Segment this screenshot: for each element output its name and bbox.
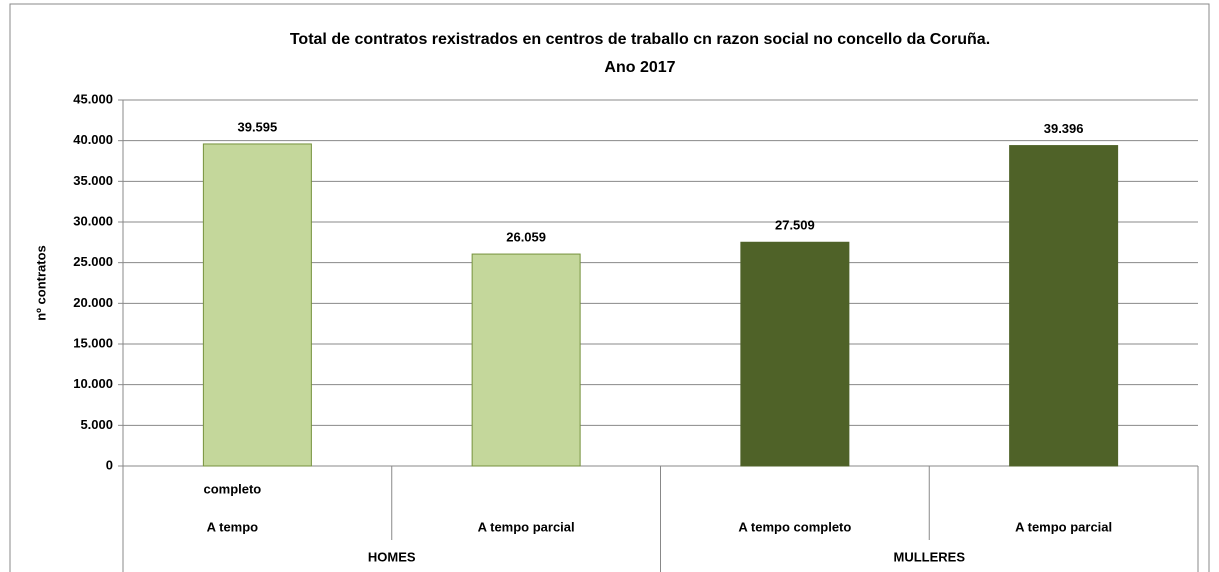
group-label: HOMES bbox=[368, 549, 416, 564]
y-tick-label: 0 bbox=[106, 457, 113, 472]
y-tick-label: 20.000 bbox=[73, 295, 113, 310]
chart-title: Total de contratos rexistrados en centro… bbox=[290, 31, 990, 48]
x-tick-label: completo bbox=[203, 481, 261, 496]
data-label: 26.059 bbox=[506, 229, 546, 244]
group-label: MULLERES bbox=[894, 549, 966, 564]
x-tick-label: A tempo bbox=[207, 519, 259, 534]
chart-title: Ano 2017 bbox=[604, 59, 675, 76]
x-tick-label: A tempo completo bbox=[738, 519, 851, 534]
x-tick-label: A tempo parcial bbox=[1015, 519, 1112, 534]
data-label: 27.509 bbox=[775, 218, 815, 233]
data-label: 39.595 bbox=[237, 119, 277, 134]
bar bbox=[202, 143, 312, 467]
y-tick-label: 5.000 bbox=[80, 417, 113, 432]
y-tick-label: 40.000 bbox=[73, 132, 113, 147]
y-tick-label: 30.000 bbox=[73, 213, 113, 228]
y-tick-label: 35.000 bbox=[73, 173, 113, 188]
y-tick-label: 15.000 bbox=[73, 335, 113, 350]
data-label: 39.396 bbox=[1044, 121, 1084, 136]
y-tick-label: 25.000 bbox=[73, 254, 113, 269]
bar bbox=[471, 253, 581, 467]
y-tick-label: 10.000 bbox=[73, 376, 113, 391]
x-tick-label: A tempo parcial bbox=[478, 519, 575, 534]
y-axis-label: nº contratos bbox=[33, 245, 48, 321]
bar bbox=[740, 241, 850, 467]
y-tick-label: 45.000 bbox=[73, 91, 113, 106]
bar bbox=[1009, 145, 1119, 467]
